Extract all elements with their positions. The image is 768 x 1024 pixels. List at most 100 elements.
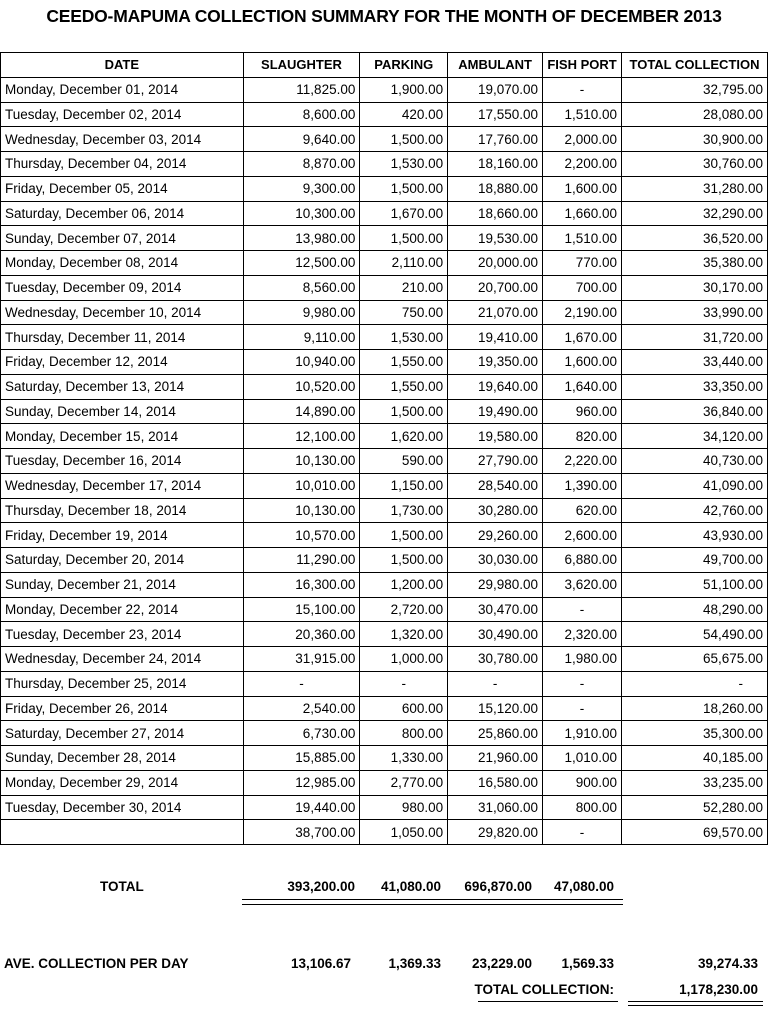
cell-total-collection: 34,120.00 (621, 423, 768, 449)
cell-date: Saturday, December 27, 2014 (0, 720, 244, 746)
cell-ambulant: 30,470.00 (447, 596, 544, 623)
cell-fish-port: 1,910.00 (542, 720, 623, 746)
cell-parking: 590.00 (359, 448, 449, 474)
table-row: Tuesday, December 30, 2014 19,440.00 980.0… (0, 794, 768, 821)
cell-parking: 420.00 (359, 101, 449, 128)
cell-slaughter: 11,290.00 (242, 547, 361, 573)
cell-fish-port: 2,200.00 (542, 151, 623, 177)
cell-ambulant: 16,580.00 (447, 769, 544, 796)
header-total-collection: TOTAL COLLECTION (621, 52, 768, 78)
table-row: Saturday, December 27, 2014 6,730.00 800.0… (0, 720, 768, 746)
table-row: Wednesday, December 17, 2014 10,010.00 1,1… (0, 472, 768, 499)
cell-total-collection: 30,170.00 (621, 274, 768, 301)
grand-total-double-underline (628, 1001, 763, 1006)
grand-total-row: TOTAL COLLECTION: 1,178,230.00 (0, 982, 768, 1006)
cell-slaughter: 10,570.00 (242, 522, 361, 548)
cell-ambulant: 21,070.00 (447, 299, 544, 326)
cell-slaughter: 15,885.00 (242, 745, 361, 771)
cell-date: Wednesday, December 17, 2014 (0, 472, 244, 499)
cell-ambulant: 17,760.00 (447, 126, 544, 152)
average-slaughter: 13,106.67 (290, 956, 351, 971)
cell-ambulant: 19,490.00 (447, 398, 544, 425)
cell-ambulant: 30,780.00 (447, 646, 544, 672)
cell-date: Wednesday, December 03, 2014 (0, 126, 244, 152)
cell-parking: 1,500.00 (359, 225, 449, 251)
cell-parking: 600.00 (359, 695, 449, 722)
total-double-underline (242, 899, 623, 905)
cell-ambulant: - (447, 670, 544, 697)
table-row: Wednesday, December 10, 2014 9,980.00 750.… (0, 299, 768, 326)
cell-slaughter: 9,110.00 (242, 324, 361, 350)
table-row: Monday, December 29, 2014 12,985.00 2,770.… (0, 769, 768, 796)
cell-ambulant: 17,550.00 (447, 101, 544, 128)
cell-ambulant: 30,280.00 (447, 497, 544, 524)
cell-fish-port: - (542, 76, 623, 103)
cell-slaughter: - (242, 670, 361, 697)
cell-ambulant: 25,860.00 (447, 720, 544, 746)
cell-parking: 2,110.00 (359, 250, 449, 276)
cell-total-collection: - (621, 670, 768, 697)
cell-total-collection: 36,840.00 (621, 398, 768, 425)
header-slaughter: SLAUGHTER (242, 52, 361, 78)
cell-slaughter: 15,100.00 (242, 596, 361, 623)
cell-slaughter: 12,100.00 (242, 423, 361, 449)
cell-parking: 2,770.00 (359, 769, 449, 796)
cell-ambulant: 30,490.00 (447, 621, 544, 647)
cell-total-collection: 48,290.00 (621, 596, 768, 623)
cell-total-collection: 30,900.00 (621, 126, 768, 152)
table-row: Sunday, December 07, 2014 13,980.00 1,500.… (0, 225, 768, 251)
header-ambulant: AMBULANT (447, 52, 544, 78)
table-row: Saturday, December 06, 2014 10,300.00 1,67… (0, 200, 768, 227)
cell-date: Sunday, December 14, 2014 (0, 398, 244, 425)
total-slaughter: 393,200.00 (287, 879, 355, 894)
total-label: TOTAL (100, 879, 144, 894)
cell-parking: 210.00 (359, 274, 449, 301)
cell-total-collection: 18,260.00 (621, 695, 768, 722)
cell-fish-port: 1,980.00 (542, 646, 623, 672)
cell-slaughter: 10,130.00 (242, 497, 361, 524)
cell-parking: 1,500.00 (359, 398, 449, 425)
cell-slaughter: 19,440.00 (242, 794, 361, 821)
cell-total-collection: 42,760.00 (621, 497, 768, 524)
table-row: Sunday, December 14, 2014 14,890.00 1,500.… (0, 398, 768, 425)
cell-slaughter: 38,700.00 (242, 819, 361, 845)
cell-slaughter: 14,890.00 (242, 398, 361, 425)
cell-total-collection: 40,730.00 (621, 448, 768, 474)
cell-fish-port: 1,390.00 (542, 472, 623, 499)
cell-parking: 1,500.00 (359, 175, 449, 202)
table-row: Thursday, December 11, 2014 9,110.00 1,530… (0, 324, 768, 350)
table-row: Friday, December 26, 2014 2,540.00 600.00 1… (0, 695, 768, 722)
cell-total-collection: 32,795.00 (621, 76, 768, 103)
cell-total-collection: 52,280.00 (621, 794, 768, 821)
cell-date: Thursday, December 11, 2014 (0, 324, 244, 350)
cell-fish-port: 1,510.00 (542, 225, 623, 251)
cell-parking: 1,050.00 (359, 819, 449, 845)
cell-fish-port: 1,640.00 (542, 373, 623, 400)
cell-ambulant: 19,350.00 (447, 349, 544, 375)
cell-slaughter: 8,600.00 (242, 101, 361, 128)
cell-slaughter: 20,360.00 (242, 621, 361, 647)
cell-total-collection: 65,675.00 (621, 646, 768, 672)
cell-date: Thursday, December 04, 2014 (0, 151, 244, 177)
cell-slaughter: 31,915.00 (242, 646, 361, 672)
cell-total-collection: 32,290.00 (621, 200, 768, 227)
cell-date: Sunday, December 07, 2014 (0, 225, 244, 251)
header-fish-port: FISH PORT (542, 52, 623, 78)
cell-total-collection: 49,700.00 (621, 547, 768, 573)
cell-date: Monday, December 29, 2014 (0, 769, 244, 796)
cell-parking: 1,730.00 (359, 497, 449, 524)
cell-ambulant: 28,540.00 (447, 472, 544, 499)
cell-total-collection: 33,990.00 (621, 299, 768, 326)
cell-total-collection: 41,090.00 (621, 472, 768, 499)
total-ambulant: 696,870.00 (464, 879, 532, 894)
cell-date: Monday, December 22, 2014 (0, 596, 244, 623)
cell-date: Tuesday, December 30, 2014 (0, 794, 244, 821)
cell-total-collection: 31,280.00 (621, 175, 768, 202)
cell-fish-port: 1,600.00 (542, 349, 623, 375)
average-label: AVE. COLLECTION PER DAY (4, 956, 189, 971)
cell-total-collection: 40,185.00 (621, 745, 768, 771)
cell-fish-port: 2,600.00 (542, 522, 623, 548)
cell-parking: 1,500.00 (359, 522, 449, 548)
table-row: Tuesday, December 16, 2014 10,130.00 590.0… (0, 448, 768, 474)
cell-ambulant: 31,060.00 (447, 794, 544, 821)
